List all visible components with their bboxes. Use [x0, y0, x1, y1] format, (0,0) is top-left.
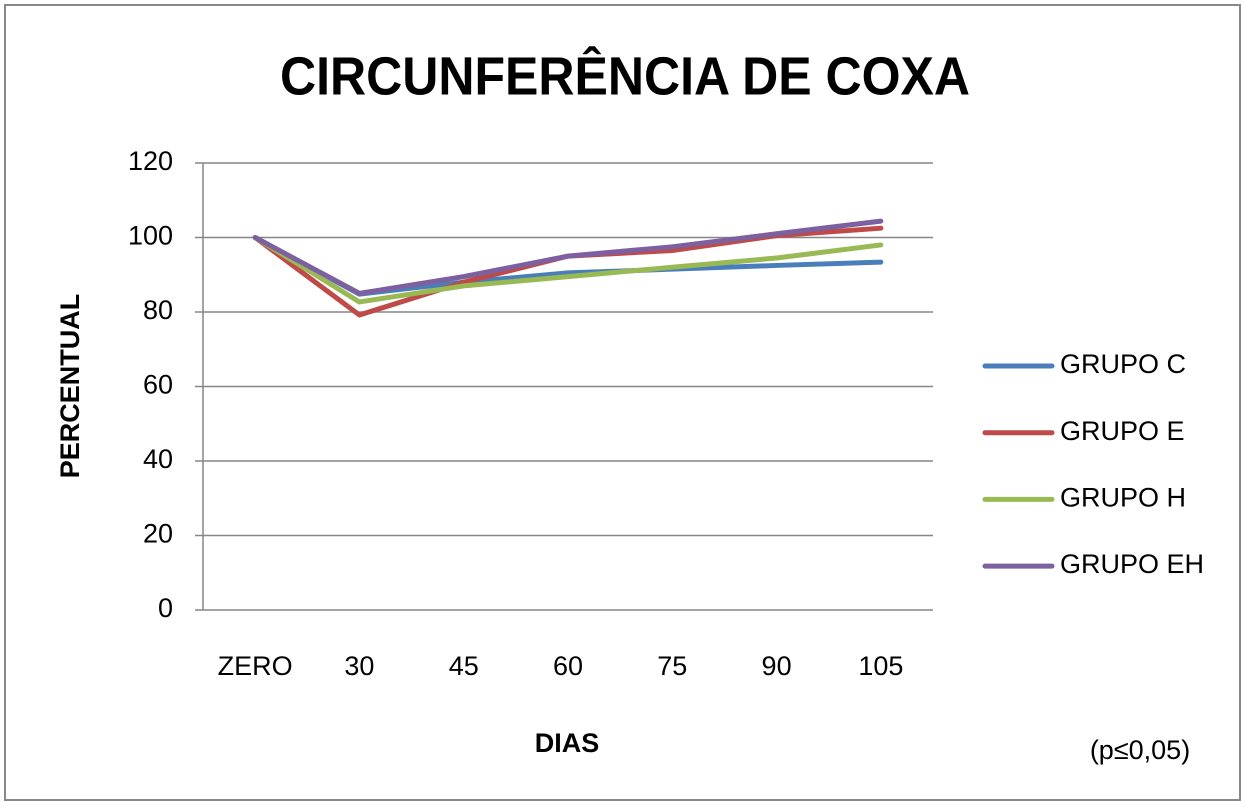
x-tick-label: 45 [449, 651, 479, 681]
chart-title: CIRCUNFERÊNCIA DE COXA [280, 45, 970, 106]
chart-frame [4, 4, 1241, 801]
x-axis-label: DIAS [535, 728, 600, 758]
legend-label: GRUPO EH [1060, 549, 1204, 579]
annotation: (p≤0,05) [1090, 735, 1190, 765]
x-tick-label: 105 [858, 651, 903, 681]
y-tick-label: 60 [143, 370, 173, 400]
y-tick-label: 100 [128, 221, 173, 251]
series-line [252, 218, 884, 296]
y-tick-label: 120 [128, 146, 173, 176]
y-axis-label: PERCENTUAL [55, 294, 85, 479]
x-tick-label: 30 [344, 651, 374, 681]
y-tick-label: 20 [143, 519, 173, 549]
x-tick-label: 90 [762, 651, 792, 681]
x-tick-label: 75 [657, 651, 687, 681]
y-tick-label: 80 [143, 295, 173, 325]
x-tick-label: 60 [553, 651, 583, 681]
y-tick-label: 40 [143, 444, 173, 474]
legend-label: GRUPO H [1060, 483, 1186, 513]
legend-label: GRUPO C [1060, 349, 1186, 379]
y-tick-label: 0 [158, 593, 173, 623]
series-line [252, 235, 884, 305]
legend-label: GRUPO E [1060, 416, 1185, 446]
x-tick-label: ZERO [218, 651, 293, 681]
